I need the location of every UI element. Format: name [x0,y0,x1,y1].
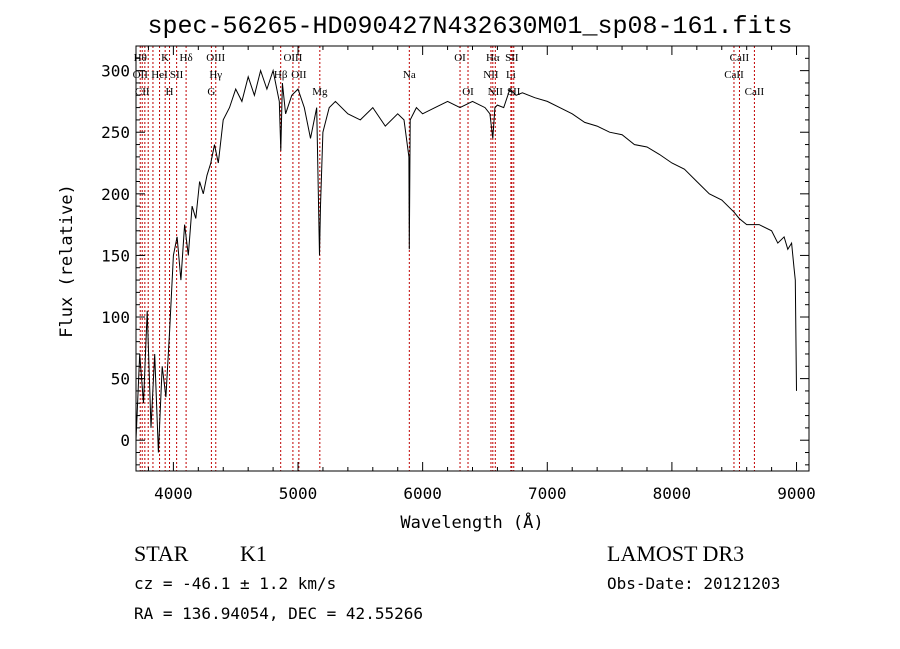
line-label: Mg [312,86,328,98]
line-label: SII [505,52,519,64]
line-label: OIII [206,52,225,64]
x-tick-label: 4000 [154,484,193,503]
line-label: HeI [151,69,168,81]
x-tick-label: 6000 [403,484,442,503]
x-tick-label: 5000 [279,484,318,503]
coordinates: RA = 136.94054, DEC = 42.55266 [134,604,423,623]
chart-title: spec-56265-HD090427N432630M01_sp08-161.f… [147,12,792,41]
y-tick-label: 100 [101,308,130,327]
object-type: STAR [134,541,189,566]
line-label: Hδ [180,52,193,64]
line-label: Hβ [274,69,288,81]
x-tick-label: 9000 [777,484,816,503]
line-label: CaII [730,52,750,64]
y-tick-label: 50 [111,370,130,389]
line-label: OIII [283,52,302,64]
y-tick-label: 300 [101,62,130,81]
line-label: OI [454,52,466,64]
plot-frame [135,45,810,472]
x-axis: 4000 5000 6000 7000 8000 9000 [147,46,816,503]
line-label: SII [170,69,184,81]
y-axis: 0 50 100 150 200 250 300 [101,57,809,466]
line-label: CII [135,86,150,98]
line-label: Hα [486,52,500,64]
spectrum-line [135,68,797,453]
line-label: K [161,52,169,64]
line-label: Li [506,69,516,81]
x-axis-label: Wavelength (Å) [400,511,543,533]
y-tick-label: 250 [101,123,130,142]
obs-date: Obs-Date: 20121203 [607,574,781,593]
survey-name: LAMOST DR3 [607,541,745,566]
line-label: Hθ [134,52,147,64]
line-label: G [207,86,215,98]
y-axis-label: Flux (relative) [57,184,77,338]
spectral-class: K1 [240,541,267,566]
redshift-readout: cz = -46.1 ± 1.2 km/s [134,574,337,593]
line-label: CaII [745,86,765,98]
y-tick-label: 150 [101,246,130,265]
line-label: Hγ [209,69,222,81]
line-label: CaII [724,69,744,81]
y-tick-label: 200 [101,185,130,204]
x-tick-label: 7000 [528,484,567,503]
line-label: NII [488,86,504,98]
y-tick-label: 0 [120,431,130,450]
line-label: H [166,86,174,98]
line-label: Na [403,69,416,81]
line-label: OII [291,69,307,81]
line-label: NII [483,69,499,81]
x-tick-label: 8000 [653,484,692,503]
spectral-line-markers [139,46,755,471]
line-label: OI [462,86,474,98]
